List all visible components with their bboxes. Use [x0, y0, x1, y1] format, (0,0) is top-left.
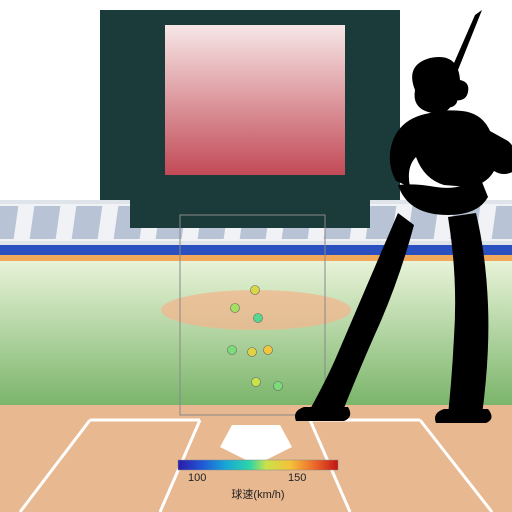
- legend-tick: 150: [288, 472, 306, 484]
- legend-title: 球速(km/h): [178, 486, 338, 502]
- legend-tick: 100: [188, 472, 206, 484]
- pitch-chart: [0, 0, 512, 512]
